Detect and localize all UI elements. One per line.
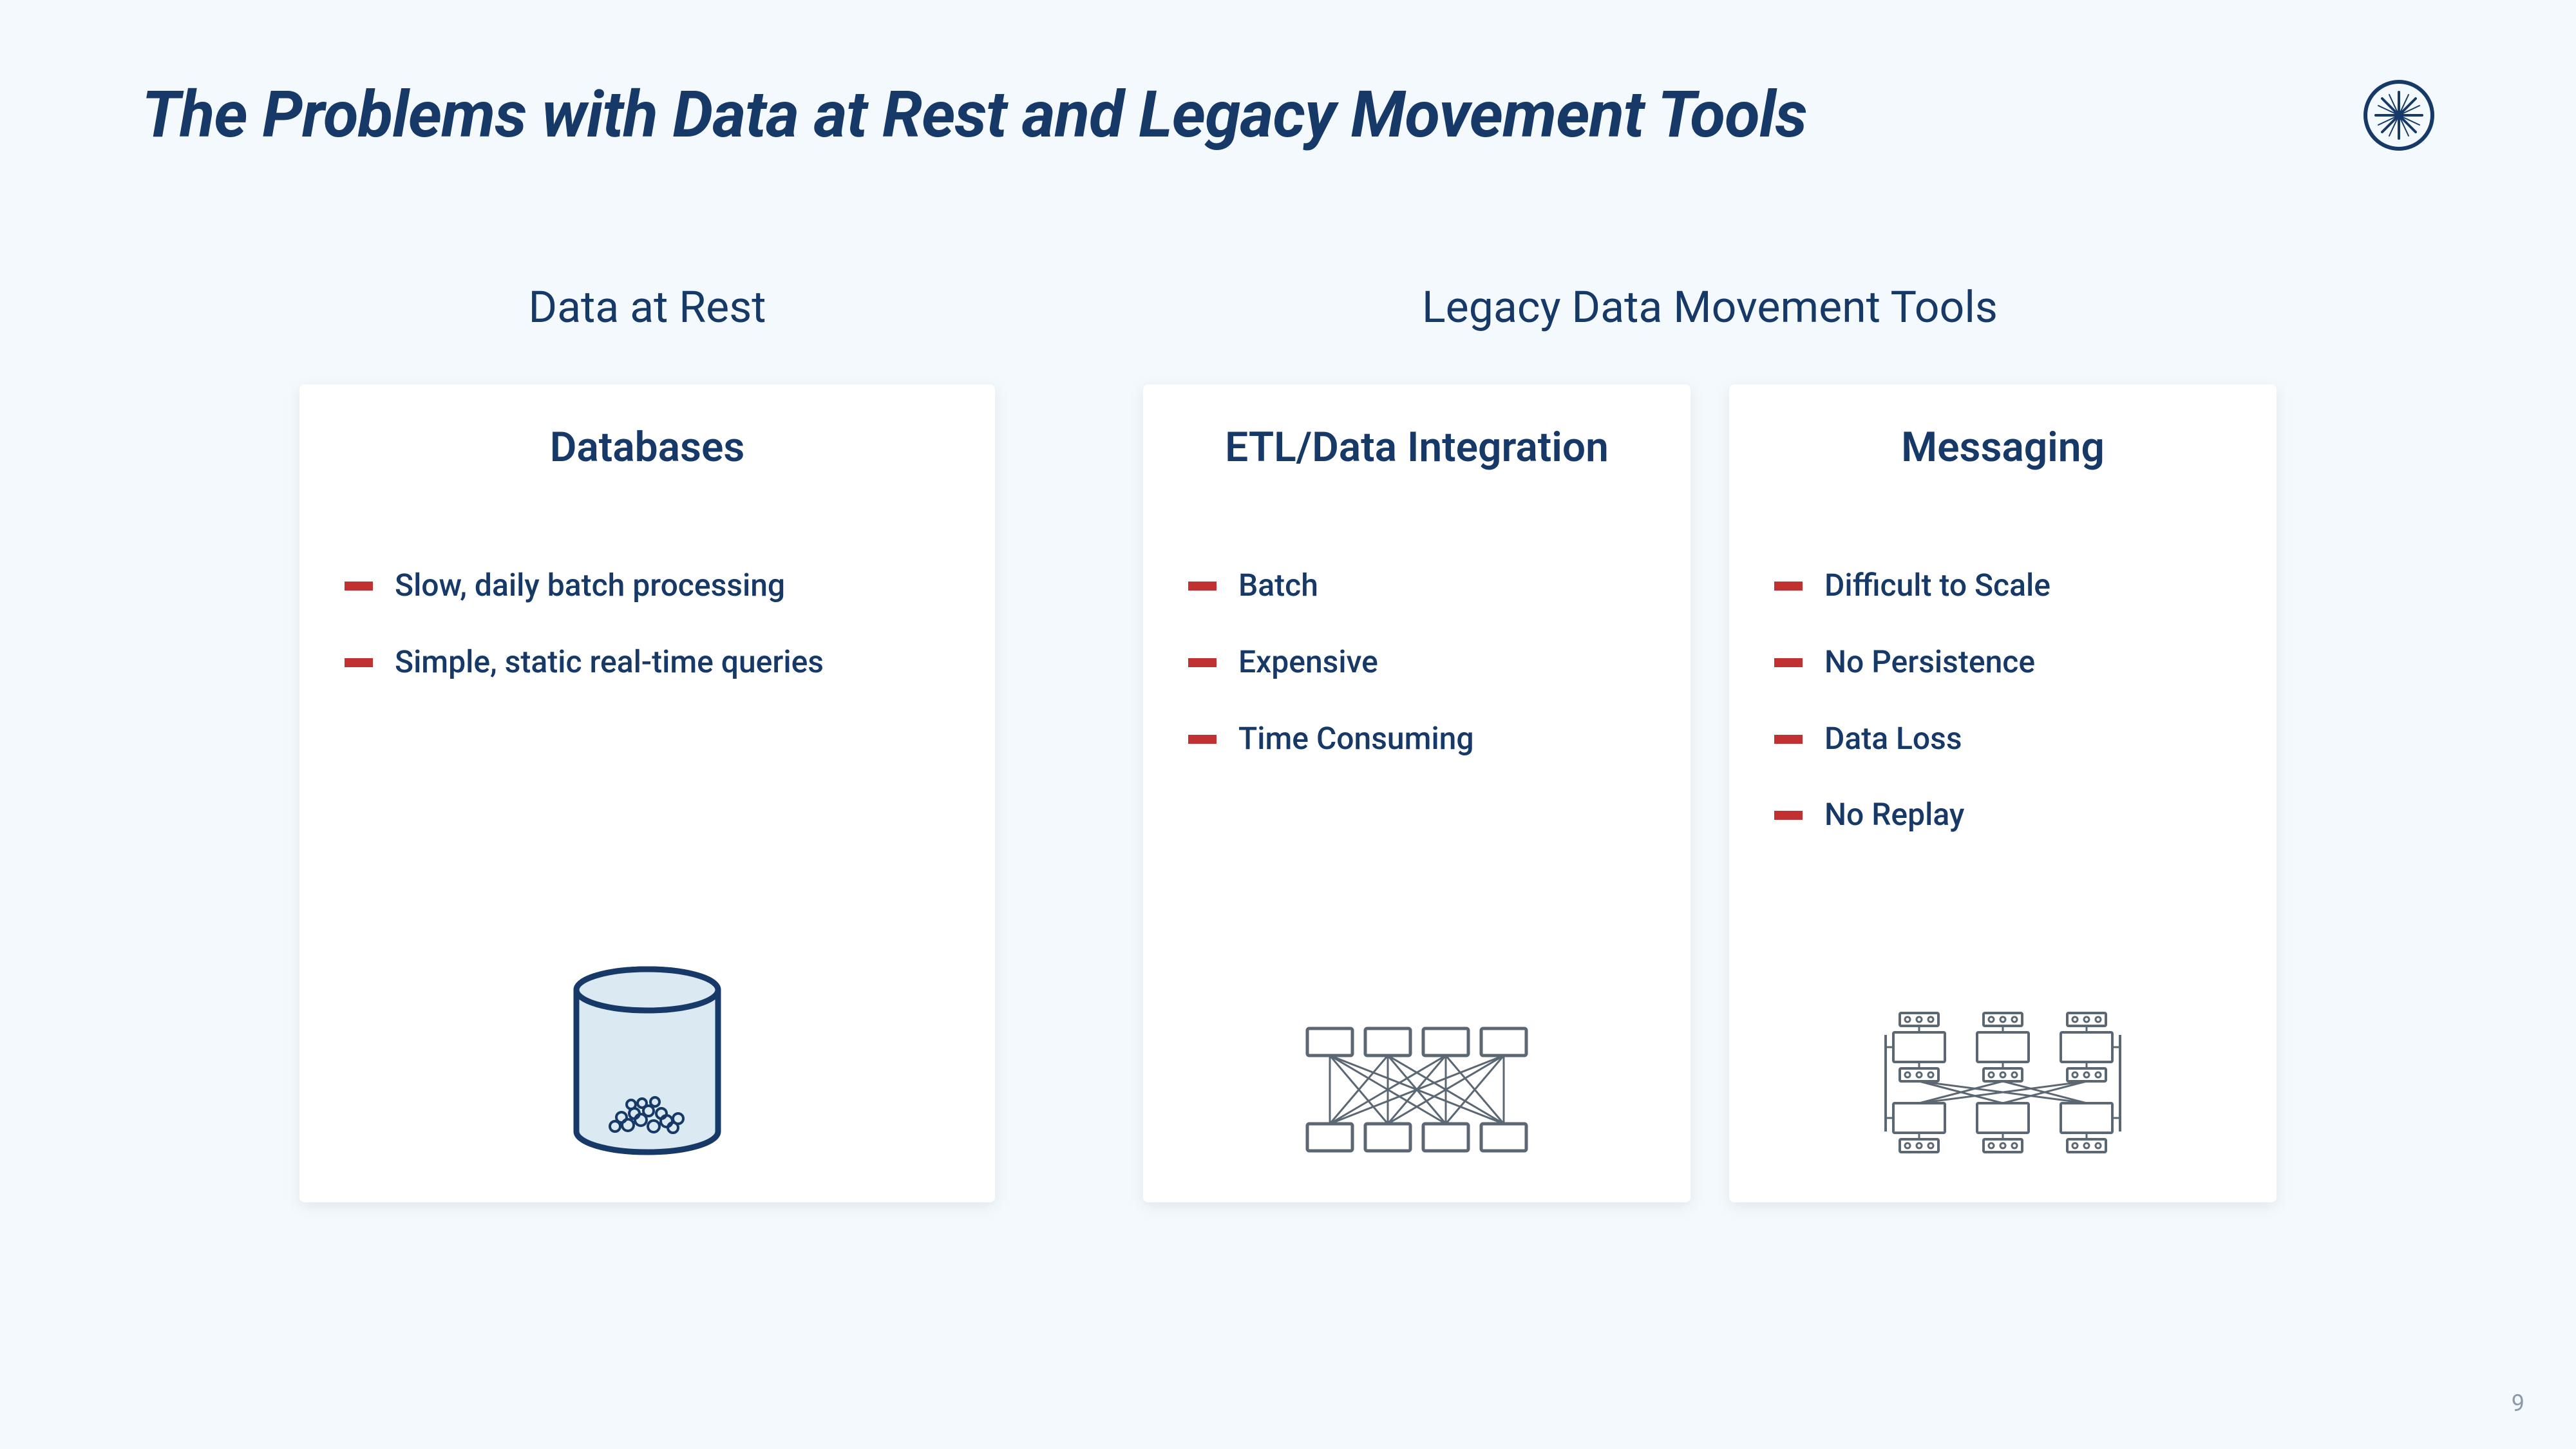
bullet-mark-icon [1188, 658, 1217, 667]
section-title: Data at Rest [528, 281, 766, 333]
section-title: Legacy Data Movement Tools [1422, 281, 1998, 333]
bullet-text: Expensive [1238, 641, 1378, 683]
cards-row: Databases Slow, daily batch processing S… [299, 384, 995, 1202]
bullet-mark-icon [1774, 811, 1803, 820]
card-title: Messaging [1774, 423, 2231, 526]
card-title: ETL/Data Integration [1188, 423, 1645, 526]
bullet-item: Time Consuming [1188, 718, 1645, 760]
bullet-mark-icon [345, 582, 373, 591]
bullet-text: No Replay [1824, 794, 1964, 836]
bullet-item: Data Loss [1774, 718, 2231, 760]
bullet-item: No Replay [1774, 794, 2231, 836]
logo-icon [2363, 80, 2434, 151]
cards-row: ETL/Data Integration Batch Expensive Tim… [1143, 384, 2277, 1202]
slide: The Problems with Data at Rest and Legac… [0, 0, 2576, 1449]
bullet-mark-icon [1188, 582, 1217, 591]
bullet-list: Batch Expensive Time Consuming [1188, 565, 1645, 794]
bullet-item: Slow, daily batch processing [345, 565, 950, 607]
card-etl: ETL/Data Integration Batch Expensive Tim… [1143, 384, 1690, 1202]
slide-title: The Problems with Data at Rest and Legac… [142, 77, 1806, 153]
messaging-icon [1774, 1009, 2231, 1170]
bullet-text: Data Loss [1824, 718, 1962, 760]
bullet-item: Simple, static real-time queries [345, 641, 950, 683]
bullet-item: Difficult to Scale [1774, 565, 2231, 607]
content-area: Data at Rest Databases Slow, daily batch… [142, 281, 2434, 1202]
bullet-list: Slow, daily batch processing Simple, sta… [345, 565, 950, 718]
page-number: 9 [2512, 1390, 2524, 1417]
bullet-text: Time Consuming [1238, 718, 1474, 760]
section-data-at-rest: Data at Rest Databases Slow, daily batch… [299, 281, 995, 1202]
bullet-mark-icon [1774, 735, 1803, 744]
slide-header: The Problems with Data at Rest and Legac… [142, 77, 2434, 153]
bullet-list: Difficult to Scale No Persistence Data L… [1774, 565, 2231, 871]
bullet-text: Slow, daily batch processing [395, 565, 785, 607]
bullet-text: No Persistence [1824, 641, 2035, 683]
bullet-item: No Persistence [1774, 641, 2231, 683]
bullet-item: Expensive [1188, 641, 1645, 683]
bullet-text: Batch [1238, 565, 1318, 607]
starburst-icon [2373, 90, 2425, 141]
bullet-mark-icon [1774, 582, 1803, 591]
card-databases: Databases Slow, daily batch processing S… [299, 384, 995, 1202]
bullet-item: Batch [1188, 565, 1645, 607]
bullet-mark-icon [1188, 735, 1217, 744]
database-icon [345, 964, 950, 1170]
bullet-text: Simple, static real-time queries [395, 641, 824, 683]
section-legacy-tools: Legacy Data Movement Tools ETL/Data Inte… [1143, 281, 2277, 1202]
bullet-mark-icon [345, 658, 373, 667]
card-title: Databases [345, 423, 950, 526]
bullet-mark-icon [1774, 658, 1803, 667]
bullet-text: Difficult to Scale [1824, 565, 2050, 607]
card-messaging: Messaging Difficult to Scale No Persiste… [1729, 384, 2277, 1202]
etl-icon [1188, 1022, 1645, 1170]
